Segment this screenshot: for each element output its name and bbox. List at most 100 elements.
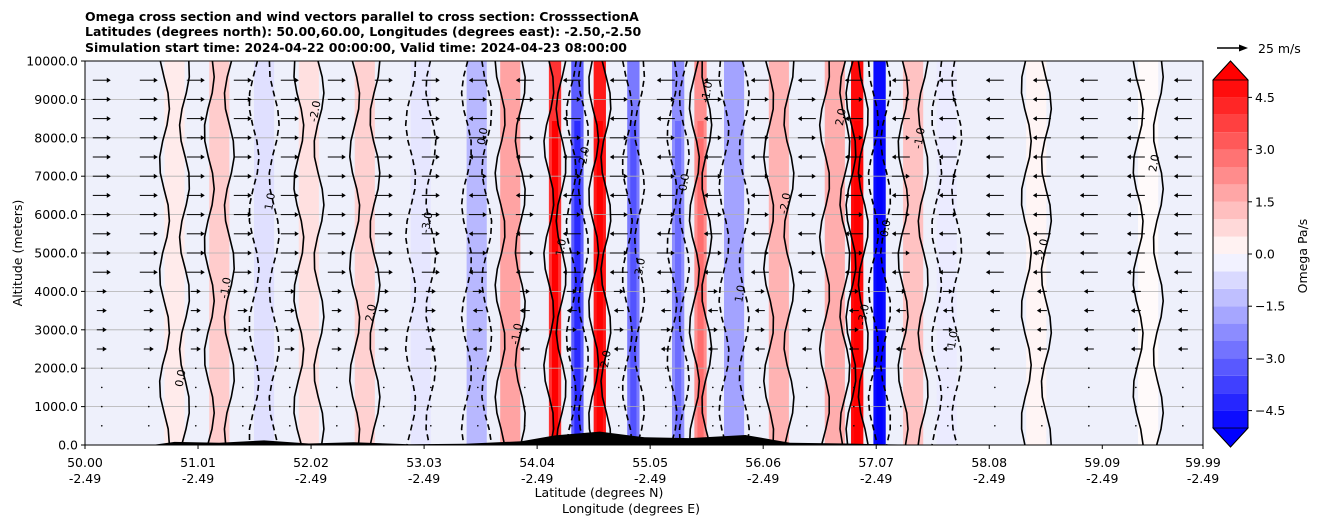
wind-vector-dot-91 [994,367,996,370]
wind-vector-dot-86 [759,367,761,370]
wind-vector-head-375 [811,135,816,141]
wind-vector-head-442 [562,77,567,83]
contour-line-7-left [494,61,506,445]
wind-vector-head-440 [468,77,473,83]
wind-vector-dot-6 [383,425,385,427]
wind-vector-dot-23 [1182,425,1184,427]
wind-vector-head-187 [989,288,994,294]
wind-vector-head-339 [247,154,252,160]
wind-vector-head-271 [435,212,440,218]
wind-vector-head-184 [854,288,859,294]
wind-vector-head-250 [562,231,567,237]
wind-vector-head-309 [1079,192,1084,198]
wind-vector-dot-52 [288,386,291,389]
wind-vector-head-313 [153,173,158,179]
wind-vector-head-242 [200,231,205,237]
omega-band-core-10 [596,121,603,445]
wind-vector-head-243 [247,231,252,237]
wind-vector-head-293 [341,192,346,198]
omega-band-core-9 [574,121,581,445]
wind-vector-dot-90 [947,367,949,370]
x-tick-lat-4: 54.04 [519,455,555,470]
wind-vector-dot-68 [1041,386,1043,389]
contour-label-3: -2.0 [307,100,324,123]
wind-vector-head-411 [247,96,252,102]
wind-vector-dot-39 [806,405,808,408]
wind-vector-head-241 [153,231,158,237]
wind-vector-head-213 [1079,269,1084,275]
wind-vector-head-421 [717,96,722,102]
wind-vector-head-290 [200,192,205,198]
x-tick-lon-6: -2.49 [747,471,779,486]
wind-vector-head-222 [388,250,393,256]
wind-vector-head-367 [435,135,440,141]
wind-vector-head-312 [106,173,111,179]
wind-vector-head-161 [895,308,900,314]
wind-vector-head-264 [106,212,111,218]
wind-vector-dot-10 [571,425,573,427]
wind-vector-head-444 [656,77,661,83]
wind-vector-head-183 [807,288,812,294]
wind-vector-head-443 [609,77,614,83]
colorbar-segment-8 [1213,271,1248,289]
wind-vector-head-369 [529,135,534,141]
wind-vector-head-361 [153,135,158,141]
y-tick-label-6: 6000.0 [34,207,78,222]
wind-vector-head-283 [985,212,990,218]
wind-vector-head-354 [938,154,943,160]
wind-vector-head-96 [102,346,107,352]
wind-vector-head-371 [623,135,628,141]
contour-label-12: 0.0 [676,173,692,192]
wind-vector-head-343 [435,154,440,160]
wind-vector-head-400 [844,116,849,122]
wind-vector-head-114 [942,346,947,352]
wind-vector-head-196 [294,269,299,275]
wind-vector-head-144 [102,308,107,314]
wind-vector-head-295 [435,192,440,198]
wind-vector-head-239 [1173,250,1178,256]
x-tick-lat-0: 50.00 [67,455,103,470]
wind-vector-head-314 [200,173,205,179]
wind-vector-head-289 [153,192,158,198]
contour-label-7: -1.0 [508,322,525,345]
wind-vector-head-285 [1079,212,1084,218]
contour-line-8-left [543,61,555,445]
wind-vector-head-275 [623,212,628,218]
colorbar-tick-label-0: 4.5 [1255,90,1275,105]
wind-vector-head-368 [482,135,487,141]
wind-vector-head-112 [848,346,853,352]
wind-vector-head-182 [760,288,765,294]
wind-vector-head-445 [703,77,708,83]
wind-vector-head-204 [656,269,661,275]
wind-vector-dot-85 [712,367,714,370]
wind-vector-dot-0 [100,425,103,427]
wind-vector-dot-19 [994,425,996,427]
wind-vector-head-221 [341,250,346,256]
wind-vector-head-171 [243,288,248,294]
wind-vector-head-297 [515,192,520,198]
wind-vector-head-376 [858,135,863,141]
x-tick-lon-4: -2.49 [521,471,553,486]
wind-vector-head-266 [200,212,205,218]
wind-vector-head-273 [529,212,534,218]
contour-line-16-left [818,61,831,445]
wind-vector-head-334 [1126,173,1131,179]
wind-vector-head-357 [1079,154,1084,160]
wind-vector-head-338 [200,154,205,160]
contour-line-14-right [738,61,751,445]
wind-vector-head-337 [153,154,158,160]
colorbar-segment-0 [1213,410,1248,428]
wind-vector-head-246 [388,231,393,237]
wind-vector-head-192 [106,269,111,275]
wind-vector-dot-72 [100,367,103,370]
y-tick-label-1: 1000.0 [34,399,78,414]
wind-vector-head-228 [670,250,675,256]
wind-vector-head-310 [1126,192,1131,198]
wind-vector-dot-11 [618,425,620,427]
wind-vector-head-236 [1032,250,1037,256]
wind-vector-dot-29 [336,405,338,408]
wind-vector-head-254 [750,231,755,237]
wind-vector-head-350 [750,154,755,160]
wind-vector-head-261 [1079,231,1084,237]
wind-vector-head-248 [468,231,473,237]
